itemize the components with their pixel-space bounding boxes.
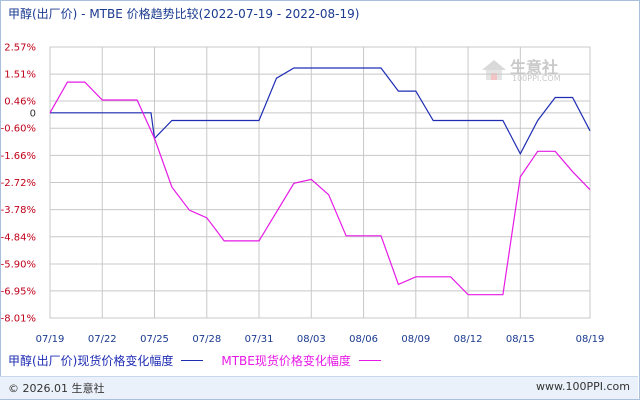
footer-bar: © 2026.01 生意社 www.100PPI.com	[0, 376, 638, 399]
watermark-name: 生意社	[510, 58, 559, 77]
legend-label-series1: 甲醇(出厂价)现货价格变化幅度	[8, 354, 174, 368]
x-tick-label: 07/28	[192, 334, 221, 345]
x-tick-label: 08/12	[454, 334, 483, 345]
y-tick-label: 0.46%	[4, 97, 36, 108]
legend-item-series2: MTBE现货价格变化幅度	[221, 352, 381, 369]
x-tick-label: 08/03	[297, 334, 326, 345]
y-tick-label: -4.84%	[1, 232, 36, 243]
x-tick-label: 07/22	[88, 334, 117, 345]
x-tick-label: 08/19	[576, 334, 605, 345]
x-tick-label: 07/25	[140, 334, 169, 345]
y-tick-label: -5.90%	[1, 259, 36, 270]
series-line-2	[49, 81, 591, 296]
x-tick-label: 08/09	[401, 334, 430, 345]
y-tick-label: -1.66%	[1, 151, 36, 162]
x-tick-label: 07/19	[36, 334, 65, 345]
y-tick-label: 2.57%	[4, 43, 36, 54]
legend-swatch-series1	[181, 360, 204, 361]
y-tick-label: 1.51%	[4, 70, 36, 81]
grid	[49, 46, 591, 319]
y-tick-label: 0	[30, 108, 36, 119]
legend-item-series1: 甲醇(出厂价)现货价格变化幅度	[8, 352, 204, 369]
y-tick-label: -2.72%	[1, 178, 36, 189]
legend-swatch-series2	[358, 360, 381, 361]
x-axis-ticks: 07/19 07/22 07/25 07/28 07/31 08/03 08/06 08/09…	[36, 334, 605, 345]
y-tick-label: -0.60%	[1, 124, 36, 135]
house-logo-icon	[482, 60, 506, 80]
x-tick-label: 07/31	[245, 334, 274, 345]
y-tick-label: -8.01%	[1, 314, 36, 325]
watermark-logo: 生意社 100PPI.COM	[480, 54, 580, 90]
x-tick-label: 08/15	[506, 334, 535, 345]
watermark-url: 100PPI.COM	[512, 74, 561, 83]
y-tick-label: -6.95%	[1, 286, 36, 297]
chart-title: 甲醇(出厂价) - MTBE 价格趋势比较(2022-07-19 - 2022-…	[8, 7, 360, 21]
legend: 甲醇(出厂价)现货价格变化幅度 MTBE现货价格变化幅度	[8, 352, 399, 369]
footer-url-link[interactable]: www.100PPI.com	[536, 380, 630, 393]
y-axis-ticks: 2.57% 1.51% 0.46%0 -0.60% -1.66% -2.72% -3.78%…	[1, 43, 36, 325]
series-lines	[49, 67, 591, 296]
series-line-1	[50, 67, 591, 156]
y-tick-label: -3.78%	[1, 205, 36, 216]
copyright-text: © 2026.01 生意社	[8, 382, 105, 395]
legend-label-series2: MTBE现货价格变化幅度	[221, 354, 351, 368]
x-tick-label: 08/06	[349, 334, 378, 345]
